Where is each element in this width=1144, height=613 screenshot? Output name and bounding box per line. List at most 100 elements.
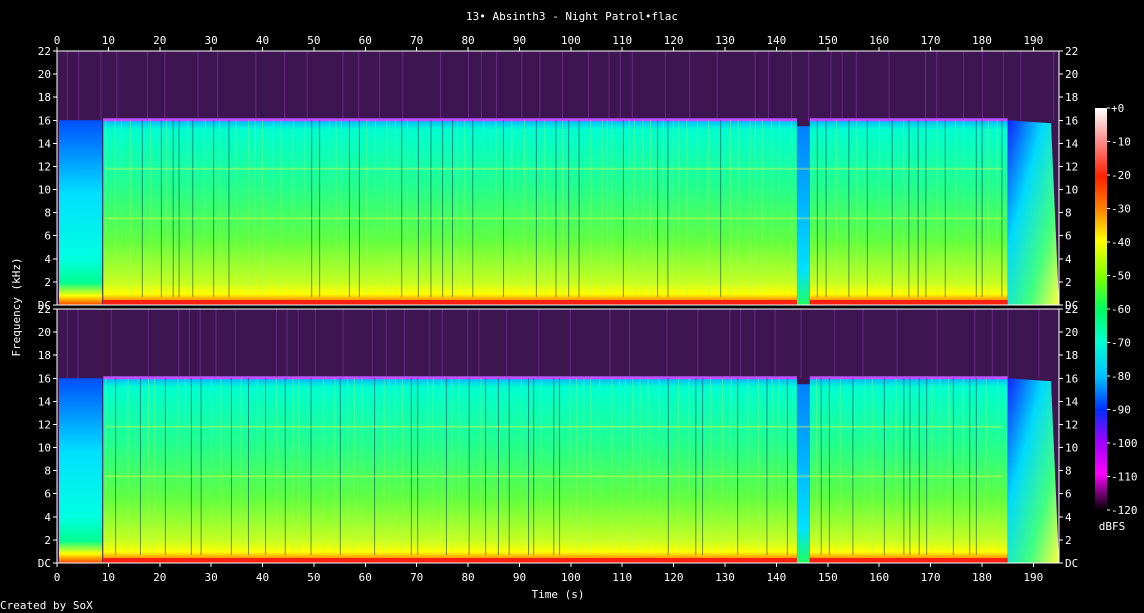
y-tick-label: 8: [44, 465, 51, 478]
intro-band: [59, 378, 103, 563]
colorbar-tick-label: -40: [1111, 236, 1131, 249]
x-tick-label: 20: [153, 34, 166, 47]
colorbar-tick-label: -70: [1111, 337, 1131, 350]
y-tick-label: 14: [38, 137, 52, 150]
x-axis: 0 0 10 10 20 20 30 30 40 40 50 50 60 60 70 70 80 80 90 90 10…: [54, 34, 1044, 584]
x-tick-label: 160: [869, 571, 889, 584]
colorbar-scale: [1095, 108, 1107, 510]
y-tick-label: 2: [1065, 276, 1072, 289]
y-tick-label: 14: [1065, 395, 1079, 408]
y-tick-label: 2: [1065, 534, 1072, 547]
y-tick-label: 16: [38, 114, 51, 127]
y-tick-label: 16: [1065, 372, 1078, 385]
y-tick-label: 10: [1065, 442, 1078, 455]
x-tick-label: 50: [307, 571, 320, 584]
y-tick-label: 18: [38, 91, 51, 104]
y-tick-label: 2: [44, 534, 51, 547]
y-tick-label: DC: [1065, 557, 1078, 570]
y-tick-label: 10: [38, 184, 51, 197]
colorbar-tick-label: -110: [1111, 471, 1138, 484]
y-tick-label: 4: [44, 253, 51, 266]
x-tick-label: 170: [921, 34, 941, 47]
y-tick-label: 14: [38, 395, 52, 408]
x-tick-label: 10: [102, 34, 115, 47]
x-tick-label: 180: [972, 34, 992, 47]
y-tick-label: 8: [44, 207, 51, 220]
colorbar-tick-label: -120: [1111, 504, 1138, 517]
dip-band: [796, 384, 810, 563]
x-tick-label: 130: [715, 571, 735, 584]
x-tick-label: 130: [715, 34, 735, 47]
x-tick-label: 30: [205, 571, 218, 584]
colorbar-tick-label: -20: [1111, 169, 1131, 182]
x-tick-label: 110: [612, 571, 632, 584]
dip-band: [796, 126, 810, 305]
fade-band: [1007, 378, 1059, 563]
y-tick-label: DC: [38, 299, 51, 312]
y-tick-label: 12: [1065, 418, 1078, 431]
x-tick-label: 150: [818, 571, 838, 584]
y-tick-label: 20: [1065, 326, 1078, 339]
cutoff-edge: [809, 376, 1008, 380]
x-tick-label: 190: [1023, 571, 1043, 584]
x-tick-label: 0: [54, 571, 61, 584]
y-tick-label: 8: [1065, 207, 1072, 220]
x-tick-label: 40: [256, 571, 269, 584]
cutoff-edge: [809, 118, 1008, 122]
y-tick-label: 4: [1065, 253, 1072, 266]
colorbar-tick-label: -100: [1111, 437, 1138, 450]
x-tick-label: 70: [410, 571, 423, 584]
x-tick-label: 80: [461, 571, 474, 584]
channel-panel-left: [56, 50, 1060, 306]
x-tick-label: 160: [869, 34, 889, 47]
channel-panel-right: [56, 308, 1060, 564]
x-tick-label: 100: [561, 34, 581, 47]
panel-frame: [56, 308, 1060, 564]
x-tick-label: 60: [359, 571, 372, 584]
y-tick-label: 6: [1065, 230, 1072, 243]
colorbar-tick-label: -10: [1111, 136, 1131, 149]
x-tick-label: 0: [54, 34, 61, 47]
fade-band: [1007, 120, 1059, 305]
x-tick-label: 20: [153, 571, 166, 584]
y-tick-label: 22: [1065, 303, 1078, 316]
y-tick-label: 10: [38, 442, 51, 455]
y-tick-label: 6: [44, 488, 51, 501]
colorbar-label: dBFS: [1099, 520, 1126, 533]
x-tick-label: 30: [205, 34, 218, 47]
chart-title: 13• Absinth3 - Night Patrol•flac: [466, 10, 678, 23]
y-tick-label: 18: [1065, 91, 1078, 104]
x-tick-label: 80: [461, 34, 474, 47]
y-tick-label: 22: [1065, 45, 1078, 58]
x-tick-label: 110: [612, 34, 632, 47]
x-tick-label: 190: [1023, 34, 1043, 47]
x-tick-label: 10: [102, 571, 115, 584]
x-tick-label: 60: [359, 34, 372, 47]
low-band: [809, 558, 1008, 563]
cutoff-edge: [103, 376, 797, 380]
y-tick-label: 20: [38, 68, 51, 81]
y-tick-label: DC: [38, 557, 51, 570]
y-tick-label: 10: [1065, 184, 1078, 197]
y-axis-label: Frequency (kHz): [10, 257, 23, 356]
colorbar: dBFS +0 -10 -20 -30 -40 -50 -60 -70 -80 -90 -100 -1…: [1095, 102, 1138, 533]
x-tick-label: 90: [513, 34, 526, 47]
y-tick-label: 18: [1065, 349, 1078, 362]
x-tick-label: 150: [818, 34, 838, 47]
x-tick-label: 70: [410, 34, 423, 47]
y-tick-label: 16: [38, 372, 51, 385]
x-tick-label: 50: [307, 34, 320, 47]
low-band: [103, 300, 797, 305]
x-tick-label: 120: [664, 34, 684, 47]
colorbar-tick-label: -30: [1111, 203, 1131, 216]
y-tick-label: 4: [1065, 511, 1072, 524]
plot-area: [56, 50, 1060, 564]
y-tick-label: 8: [1065, 465, 1072, 478]
y-tick-label: 20: [1065, 68, 1078, 81]
panel-frame: [56, 50, 1060, 306]
colorbar-tick-label: +0: [1111, 102, 1124, 115]
x-tick-label: 170: [921, 571, 941, 584]
colorbar-tick-label: -60: [1111, 303, 1131, 316]
